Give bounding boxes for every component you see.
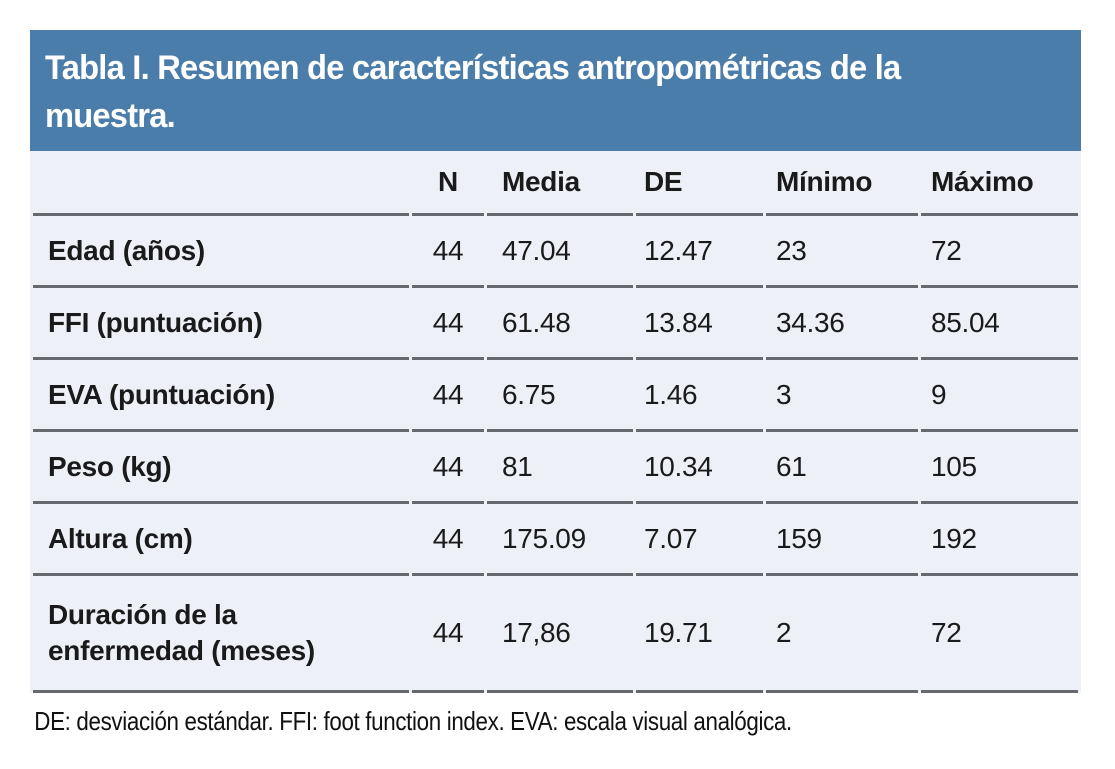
cell-min: 34.36 bbox=[766, 285, 918, 357]
table-container: Tabla I. Resumen de características antr… bbox=[30, 30, 1081, 737]
table-row: EVA (puntuación) 44 6.75 1.46 3 9 bbox=[33, 357, 1078, 429]
row-label: FFI (puntuación) bbox=[33, 285, 409, 357]
header-n: N bbox=[412, 151, 484, 213]
header-minimo: Mínimo bbox=[766, 151, 918, 213]
cell-max: 72 bbox=[921, 573, 1078, 693]
cell-n: 44 bbox=[412, 501, 484, 573]
row-label: Edad (años) bbox=[33, 213, 409, 285]
cell-de: 7.07 bbox=[636, 501, 763, 573]
anthropometric-table: N Media DE Mínimo Máximo Edad (años) 44 … bbox=[30, 151, 1081, 693]
cell-n: 44 bbox=[412, 357, 484, 429]
cell-media: 175.09 bbox=[487, 501, 633, 573]
cell-media: 6.75 bbox=[487, 357, 633, 429]
cell-max: 105 bbox=[921, 429, 1078, 501]
header-de: DE bbox=[636, 151, 763, 213]
table-row: Edad (años) 44 47.04 12.47 23 72 bbox=[33, 213, 1078, 285]
table-row: Peso (kg) 44 81 10.34 61 105 bbox=[33, 429, 1078, 501]
cell-n: 44 bbox=[412, 285, 484, 357]
cell-n: 44 bbox=[412, 213, 484, 285]
table-row: Duración de la enfermedad (meses) 44 17,… bbox=[33, 573, 1078, 693]
cell-media: 81 bbox=[487, 429, 633, 501]
row-label: Duración de la enfermedad (meses) bbox=[33, 573, 409, 693]
table-title-bar: Tabla I. Resumen de características antr… bbox=[30, 30, 1081, 151]
table-title: Tabla I. Resumen de características antr… bbox=[45, 49, 901, 135]
header-media: Media bbox=[487, 151, 633, 213]
cell-max: 72 bbox=[921, 213, 1078, 285]
cell-max: 192 bbox=[921, 501, 1078, 573]
row-label: EVA (puntuación) bbox=[33, 357, 409, 429]
cell-min: 159 bbox=[766, 501, 918, 573]
cell-max: 85.04 bbox=[921, 285, 1078, 357]
cell-min: 61 bbox=[766, 429, 918, 501]
header-maximo: Máximo bbox=[921, 151, 1078, 213]
cell-de: 13.84 bbox=[636, 285, 763, 357]
table-row: FFI (puntuación) 44 61.48 13.84 34.36 85… bbox=[33, 285, 1078, 357]
cell-n: 44 bbox=[412, 573, 484, 693]
header-variable bbox=[33, 151, 409, 213]
cell-media: 61.48 bbox=[487, 285, 633, 357]
cell-min: 2 bbox=[766, 573, 918, 693]
row-label: Altura (cm) bbox=[33, 501, 409, 573]
cell-media: 47.04 bbox=[487, 213, 633, 285]
row-label: Peso (kg) bbox=[33, 429, 409, 501]
cell-max: 9 bbox=[921, 357, 1078, 429]
cell-de: 19.71 bbox=[636, 573, 763, 693]
cell-de: 10.34 bbox=[636, 429, 763, 501]
cell-de: 1.46 bbox=[636, 357, 763, 429]
cell-media: 17,86 bbox=[487, 573, 633, 693]
table-header-row: N Media DE Mínimo Máximo bbox=[33, 151, 1078, 213]
cell-min: 3 bbox=[766, 357, 918, 429]
cell-min: 23 bbox=[766, 213, 918, 285]
cell-n: 44 bbox=[412, 429, 484, 501]
table-row: Altura (cm) 44 175.09 7.07 159 192 bbox=[33, 501, 1078, 573]
cell-de: 12.47 bbox=[636, 213, 763, 285]
table-footnote: DE: desviación estándar. FFI: foot funct… bbox=[34, 706, 792, 736]
